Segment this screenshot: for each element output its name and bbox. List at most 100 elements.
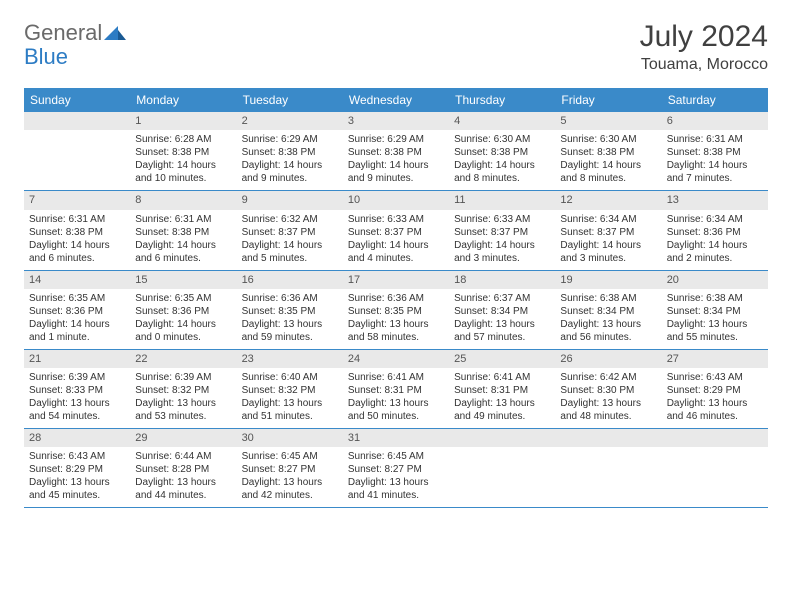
day-details: Sunrise: 6:45 AMSunset: 8:27 PMDaylight:…: [237, 447, 343, 507]
day-details: Sunrise: 6:31 AMSunset: 8:38 PMDaylight:…: [130, 210, 236, 270]
calendar-body: 1Sunrise: 6:28 AMSunset: 8:38 PMDaylight…: [24, 112, 768, 508]
daylight-text: Daylight: 13 hours and 58 minutes.: [348, 318, 444, 344]
title-block: July 2024 Touama, Morocco: [640, 20, 768, 74]
day-cell: 22Sunrise: 6:39 AMSunset: 8:32 PMDayligh…: [130, 350, 236, 428]
sunrise-text: Sunrise: 6:39 AM: [29, 371, 125, 384]
sunset-text: Sunset: 8:38 PM: [242, 146, 338, 159]
sunset-text: Sunset: 8:38 PM: [560, 146, 656, 159]
day-cell: 14Sunrise: 6:35 AMSunset: 8:36 PMDayligh…: [24, 271, 130, 349]
daylight-text: Daylight: 13 hours and 56 minutes.: [560, 318, 656, 344]
daylight-text: Daylight: 14 hours and 3 minutes.: [560, 239, 656, 265]
daylight-text: Daylight: 13 hours and 59 minutes.: [242, 318, 338, 344]
daylight-text: Daylight: 14 hours and 9 minutes.: [348, 159, 444, 185]
day-cell: [449, 429, 555, 507]
day-cell: 24Sunrise: 6:41 AMSunset: 8:31 PMDayligh…: [343, 350, 449, 428]
day-cell: 19Sunrise: 6:38 AMSunset: 8:34 PMDayligh…: [555, 271, 661, 349]
sunset-text: Sunset: 8:38 PM: [348, 146, 444, 159]
day-cell: 8Sunrise: 6:31 AMSunset: 8:38 PMDaylight…: [130, 191, 236, 269]
header-thursday: Thursday: [449, 88, 555, 112]
location-title: Touama, Morocco: [640, 56, 768, 74]
day-number: 31: [343, 429, 449, 447]
sunset-text: Sunset: 8:37 PM: [348, 226, 444, 239]
day-details: Sunrise: 6:31 AMSunset: 8:38 PMDaylight:…: [662, 130, 768, 190]
day-number: 17: [343, 271, 449, 289]
day-number: 19: [555, 271, 661, 289]
day-cell: 11Sunrise: 6:33 AMSunset: 8:37 PMDayligh…: [449, 191, 555, 269]
day-cell: 7Sunrise: 6:31 AMSunset: 8:38 PMDaylight…: [24, 191, 130, 269]
header-wednesday: Wednesday: [343, 88, 449, 112]
sunset-text: Sunset: 8:34 PM: [560, 305, 656, 318]
sunset-text: Sunset: 8:38 PM: [29, 226, 125, 239]
sunset-text: Sunset: 8:34 PM: [667, 305, 763, 318]
day-details: Sunrise: 6:38 AMSunset: 8:34 PMDaylight:…: [555, 289, 661, 349]
day-number: 29: [130, 429, 236, 447]
day-number: 2: [237, 112, 343, 130]
sunrise-text: Sunrise: 6:41 AM: [348, 371, 444, 384]
sunrise-text: Sunrise: 6:36 AM: [242, 292, 338, 305]
sunrise-text: Sunrise: 6:35 AM: [29, 292, 125, 305]
sunrise-text: Sunrise: 6:34 AM: [560, 213, 656, 226]
day-cell: 29Sunrise: 6:44 AMSunset: 8:28 PMDayligh…: [130, 429, 236, 507]
daylight-text: Daylight: 14 hours and 5 minutes.: [242, 239, 338, 265]
day-details: Sunrise: 6:41 AMSunset: 8:31 PMDaylight:…: [449, 368, 555, 428]
sunset-text: Sunset: 8:29 PM: [29, 463, 125, 476]
day-number: 13: [662, 191, 768, 209]
header: General July 2024 Touama, Morocco: [24, 20, 768, 74]
day-cell: 25Sunrise: 6:41 AMSunset: 8:31 PMDayligh…: [449, 350, 555, 428]
daylight-text: Daylight: 14 hours and 0 minutes.: [135, 318, 231, 344]
daylight-text: Daylight: 14 hours and 6 minutes.: [29, 239, 125, 265]
sunset-text: Sunset: 8:32 PM: [242, 384, 338, 397]
day-cell: [24, 112, 130, 190]
day-cell: 30Sunrise: 6:45 AMSunset: 8:27 PMDayligh…: [237, 429, 343, 507]
day-cell: 31Sunrise: 6:45 AMSunset: 8:27 PMDayligh…: [343, 429, 449, 507]
week-row: 1Sunrise: 6:28 AMSunset: 8:38 PMDaylight…: [24, 112, 768, 191]
sunset-text: Sunset: 8:37 PM: [560, 226, 656, 239]
day-cell: 1Sunrise: 6:28 AMSunset: 8:38 PMDaylight…: [130, 112, 236, 190]
day-cell: 18Sunrise: 6:37 AMSunset: 8:34 PMDayligh…: [449, 271, 555, 349]
day-details: Sunrise: 6:30 AMSunset: 8:38 PMDaylight:…: [449, 130, 555, 190]
day-cell: 17Sunrise: 6:36 AMSunset: 8:35 PMDayligh…: [343, 271, 449, 349]
day-number: 9: [237, 191, 343, 209]
sunset-text: Sunset: 8:32 PM: [135, 384, 231, 397]
daylight-text: Daylight: 13 hours and 53 minutes.: [135, 397, 231, 423]
sunset-text: Sunset: 8:34 PM: [454, 305, 550, 318]
day-number: 1: [130, 112, 236, 130]
sunrise-text: Sunrise: 6:45 AM: [242, 450, 338, 463]
day-cell: 20Sunrise: 6:38 AMSunset: 8:34 PMDayligh…: [662, 271, 768, 349]
day-cell: [555, 429, 661, 507]
logo-text-general: General: [24, 20, 102, 46]
sunset-text: Sunset: 8:36 PM: [667, 226, 763, 239]
daylight-text: Daylight: 14 hours and 2 minutes.: [667, 239, 763, 265]
sunset-text: Sunset: 8:35 PM: [242, 305, 338, 318]
day-details: Sunrise: 6:30 AMSunset: 8:38 PMDaylight:…: [555, 130, 661, 190]
sunset-text: Sunset: 8:31 PM: [454, 384, 550, 397]
day-number: 6: [662, 112, 768, 130]
daylight-text: Daylight: 14 hours and 8 minutes.: [454, 159, 550, 185]
day-cell: 26Sunrise: 6:42 AMSunset: 8:30 PMDayligh…: [555, 350, 661, 428]
sunrise-text: Sunrise: 6:31 AM: [667, 133, 763, 146]
day-cell: 16Sunrise: 6:36 AMSunset: 8:35 PMDayligh…: [237, 271, 343, 349]
sunrise-text: Sunrise: 6:28 AM: [135, 133, 231, 146]
day-details: Sunrise: 6:28 AMSunset: 8:38 PMDaylight:…: [130, 130, 236, 190]
day-cell: 5Sunrise: 6:30 AMSunset: 8:38 PMDaylight…: [555, 112, 661, 190]
logo-triangle-icon: [104, 20, 126, 46]
day-details: Sunrise: 6:36 AMSunset: 8:35 PMDaylight:…: [343, 289, 449, 349]
day-details: Sunrise: 6:41 AMSunset: 8:31 PMDaylight:…: [343, 368, 449, 428]
day-details: Sunrise: 6:36 AMSunset: 8:35 PMDaylight:…: [237, 289, 343, 349]
day-cell: 28Sunrise: 6:43 AMSunset: 8:29 PMDayligh…: [24, 429, 130, 507]
sunrise-text: Sunrise: 6:44 AM: [135, 450, 231, 463]
sunset-text: Sunset: 8:27 PM: [242, 463, 338, 476]
header-sunday: Sunday: [24, 88, 130, 112]
daylight-text: Daylight: 14 hours and 7 minutes.: [667, 159, 763, 185]
sunrise-text: Sunrise: 6:36 AM: [348, 292, 444, 305]
sunrise-text: Sunrise: 6:29 AM: [242, 133, 338, 146]
day-number: [555, 429, 661, 447]
day-details: Sunrise: 6:40 AMSunset: 8:32 PMDaylight:…: [237, 368, 343, 428]
daylight-text: Daylight: 13 hours and 50 minutes.: [348, 397, 444, 423]
calendar-header-row: Sunday Monday Tuesday Wednesday Thursday…: [24, 88, 768, 112]
day-number: 22: [130, 350, 236, 368]
sunset-text: Sunset: 8:28 PM: [135, 463, 231, 476]
day-details: Sunrise: 6:34 AMSunset: 8:36 PMDaylight:…: [662, 210, 768, 270]
day-details: Sunrise: 6:39 AMSunset: 8:33 PMDaylight:…: [24, 368, 130, 428]
day-number: 3: [343, 112, 449, 130]
